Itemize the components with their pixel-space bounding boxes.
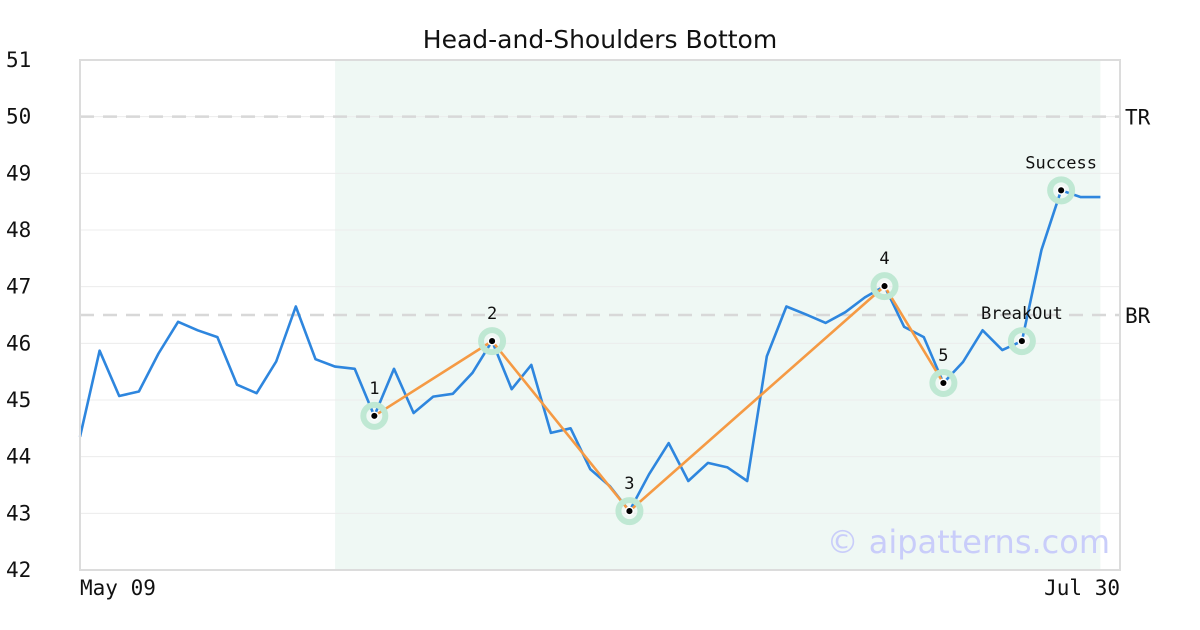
plot-frame	[79, 59, 1121, 571]
price-line	[78, 189, 1101, 513]
marker-point-2	[487, 336, 497, 346]
y-tick-label: 43	[6, 501, 31, 525]
point-label-4: 4	[879, 249, 889, 269]
marker-halo-3	[615, 497, 644, 526]
point-label-breakout: BreakOut	[981, 304, 1063, 324]
point-label-5: 5	[938, 346, 948, 366]
point-label-1: 1	[369, 379, 379, 399]
marker-halo-success	[1047, 176, 1076, 205]
marker-halo-4	[870, 272, 899, 301]
pattern-markers: 1 2 3 4 5 BreakOut Success	[360, 153, 1097, 526]
marker-point-breakout	[1017, 336, 1027, 346]
marker-halo-5	[929, 369, 958, 397]
level-lines: TR BR	[80, 106, 1151, 328]
marker-halo-breakout	[1007, 327, 1036, 356]
y-tick-label: 49	[6, 161, 31, 185]
pattern-region	[335, 60, 1101, 570]
level-label-tr: TR	[1125, 106, 1151, 130]
y-tick-label: 47	[6, 275, 31, 299]
y-tick-label: 44	[6, 445, 31, 469]
point-label-success: Success	[1025, 153, 1097, 173]
watermark: © aipatterns.com	[827, 523, 1110, 561]
y-tick-label: 46	[6, 331, 31, 355]
marker-halo-1	[360, 401, 389, 430]
y-tick-label: 45	[6, 388, 31, 412]
marker-point-1	[369, 411, 379, 421]
y-axis-ticks: 42 43 44 45 46 47 48 49 50 51	[6, 48, 31, 582]
y-tick-label: 51	[6, 48, 31, 72]
y-tick-label: 42	[6, 558, 31, 582]
point-label-2: 2	[487, 304, 497, 324]
level-label-br: BR	[1125, 304, 1151, 328]
x-tick-end: Jul 30	[1044, 576, 1120, 600]
chart-title: Head-and-Shoulders Bottom	[423, 25, 777, 54]
marker-point-5	[938, 378, 948, 388]
y-tick-label: 50	[6, 105, 31, 129]
point-label-3: 3	[624, 474, 634, 494]
marker-point-success	[1056, 185, 1066, 195]
y-tick-label: 48	[6, 218, 31, 242]
marker-point-3	[624, 506, 634, 516]
marker-point-4	[879, 281, 890, 291]
x-tick-start: May 09	[80, 576, 156, 600]
marker-halo-2	[478, 327, 507, 356]
